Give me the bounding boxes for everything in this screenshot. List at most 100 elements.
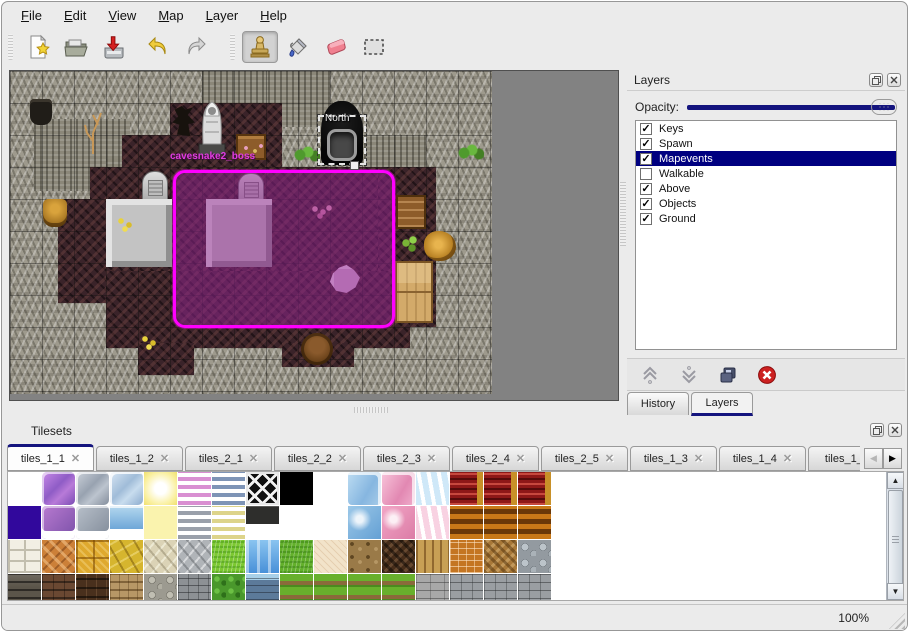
tile-wall-darkbrown[interactable]: [76, 574, 109, 600]
dock-tab-history[interactable]: History: [627, 392, 689, 415]
tile-wall-brown[interactable]: [42, 574, 75, 600]
tile-black[interactable]: [280, 472, 313, 505]
tileset-tab-tiles_1_4[interactable]: tiles_1_4 ✕: [719, 446, 806, 471]
opacity-slider-handle[interactable]: [871, 99, 897, 115]
tile-pane-pink[interactable]: [382, 506, 415, 539]
tile-white[interactable]: [280, 506, 313, 539]
tile-cobble-orange[interactable]: [42, 540, 75, 573]
menu-edit[interactable]: Edit: [63, 7, 87, 23]
close-tab-icon[interactable]: ✕: [426, 453, 437, 465]
tileset-tab-tiles_1_[interactable]: tiles_1_✕: [808, 446, 860, 471]
tile-hedge[interactable]: [212, 574, 245, 600]
tile-wall-tan[interactable]: [110, 574, 143, 600]
tile-wall-gray2[interactable]: [484, 574, 517, 600]
tile-glass-pink2[interactable]: [382, 472, 415, 505]
layer-row-objects[interactable]: ✓ Objects: [636, 196, 896, 211]
tile-wall-cobble[interactable]: [144, 574, 177, 600]
event-handle[interactable]: [350, 161, 359, 170]
close-panel-button[interactable]: [887, 73, 901, 87]
redo-button[interactable]: [178, 31, 214, 63]
tile-field-rows[interactable]: [348, 574, 381, 600]
close-tab-icon[interactable]: ✕: [70, 453, 81, 465]
tile-water[interactable]: [246, 540, 279, 573]
tileset-tab-tiles_1_1[interactable]: tiles_1_1 ✕: [7, 444, 94, 471]
tile-stones-gray[interactable]: [518, 540, 551, 573]
delete-layer-button[interactable]: [756, 364, 778, 386]
tile-flagstone-yellow[interactable]: [110, 540, 143, 573]
tile-stone-blocks[interactable]: [8, 540, 41, 573]
tile-pale-yellow[interactable]: [144, 506, 177, 539]
tile-curtain-orange[interactable]: [450, 506, 483, 539]
tile-glass-purple-sm[interactable]: [42, 506, 75, 539]
tile-glass-gray-sm[interactable]: [76, 506, 109, 539]
tile-wall-dark[interactable]: [8, 574, 41, 600]
float-panel-button[interactable]: [870, 423, 884, 437]
tile-curtain-orange[interactable]: [484, 506, 517, 539]
close-tab-icon[interactable]: ✕: [782, 453, 793, 465]
close-tab-icon[interactable]: ✕: [248, 453, 259, 465]
tile-stripe-gray[interactable]: [178, 506, 211, 539]
tile-cobble-beige[interactable]: [144, 540, 177, 573]
layer-row-ground[interactable]: ✓ Ground: [636, 211, 896, 226]
toolbar-grip[interactable]: [230, 34, 235, 60]
tile-sign-dark[interactable]: [246, 506, 279, 539]
lower-layer-button[interactable]: [678, 364, 700, 386]
menu-layer[interactable]: Layer: [205, 7, 239, 23]
layer-row-spawn[interactable]: ✓ Spawn: [636, 136, 896, 151]
tile-field-rows[interactable]: [382, 574, 415, 600]
tile-lattice[interactable]: [246, 472, 279, 505]
tile-curtain-red[interactable]: [518, 472, 551, 505]
tileset-tab-tiles_2_1[interactable]: tiles_2_1 ✕: [185, 446, 272, 471]
tile-planks-tan[interactable]: [416, 540, 449, 573]
tileset-tab-tiles_2_2[interactable]: tiles_2_2 ✕: [274, 446, 361, 471]
scroll-up-button[interactable]: ▲: [887, 472, 903, 489]
tile-wall-blue[interactable]: [246, 574, 279, 600]
close-panel-button[interactable]: [888, 423, 902, 437]
opacity-slider[interactable]: [687, 98, 897, 116]
toolbar-grip[interactable]: [8, 34, 13, 60]
tile-wall-gray2[interactable]: [518, 574, 551, 600]
tileset-tab-tiles_2_5[interactable]: tiles_2_5 ✕: [541, 446, 628, 471]
tile-white[interactable]: [8, 472, 41, 505]
tile-pane-blue[interactable]: [348, 506, 381, 539]
tile-water-sm[interactable]: [110, 506, 143, 539]
layer-row-walkable[interactable]: Walkable: [636, 166, 896, 181]
map-view[interactable]: North cavesnake2_boss: [9, 70, 619, 401]
menu-file[interactable]: File: [21, 7, 42, 23]
tile-brick-orange[interactable]: [450, 540, 483, 573]
tile-field-rows[interactable]: [314, 574, 347, 600]
tile-cobble-gray[interactable]: [178, 540, 211, 573]
layer-visibility-checkbox[interactable]: [640, 167, 652, 180]
layer-visibility-checkbox[interactable]: ✓: [640, 152, 652, 165]
tile-tiles-gold[interactable]: [76, 540, 109, 573]
eraser-tool-button[interactable]: [318, 31, 354, 63]
menu-view[interactable]: View: [108, 7, 137, 23]
tile-sand-pale[interactable]: [314, 540, 347, 573]
close-tab-icon[interactable]: ✕: [337, 453, 348, 465]
layer-visibility-checkbox[interactable]: ✓: [640, 122, 652, 135]
tile-glass-purple[interactable]: [42, 472, 75, 505]
scroll-tabs-left-button[interactable]: ◀: [864, 448, 883, 469]
tileset-scrollbar[interactable]: ▲ ▼: [886, 472, 903, 600]
close-tab-icon[interactable]: ✕: [604, 453, 615, 465]
layer-row-above[interactable]: ✓ Above: [636, 181, 896, 196]
stamp-tool-button[interactable]: [242, 31, 278, 63]
tile-herringbone-dark[interactable]: [382, 540, 415, 573]
tileset-tab-tiles_2_3[interactable]: tiles_2_3 ✕: [363, 446, 450, 471]
resize-grip[interactable]: [889, 613, 905, 629]
tileset-tab-tiles_2_4[interactable]: tiles_2_4 ✕: [452, 446, 539, 471]
layer-visibility-checkbox[interactable]: ✓: [640, 212, 652, 225]
scroll-tabs-right-button[interactable]: ▶: [883, 448, 902, 469]
scrollbar-thumb[interactable]: [888, 490, 903, 586]
save-file-button[interactable]: [96, 31, 132, 63]
close-tab-icon[interactable]: ✕: [159, 453, 170, 465]
tile-indigo[interactable]: [8, 506, 41, 539]
layer-visibility-checkbox[interactable]: ✓: [640, 197, 652, 210]
tile-stripe-yellow[interactable]: [212, 506, 245, 539]
vertical-splitter[interactable]: [620, 182, 626, 246]
menu-help[interactable]: Help: [260, 7, 287, 23]
duplicate-layer-button[interactable]: [717, 364, 739, 386]
tile-planks-gray[interactable]: [416, 574, 449, 600]
tile-glow-yellow[interactable]: [144, 472, 177, 505]
tile-stripe-pink[interactable]: [178, 472, 211, 505]
